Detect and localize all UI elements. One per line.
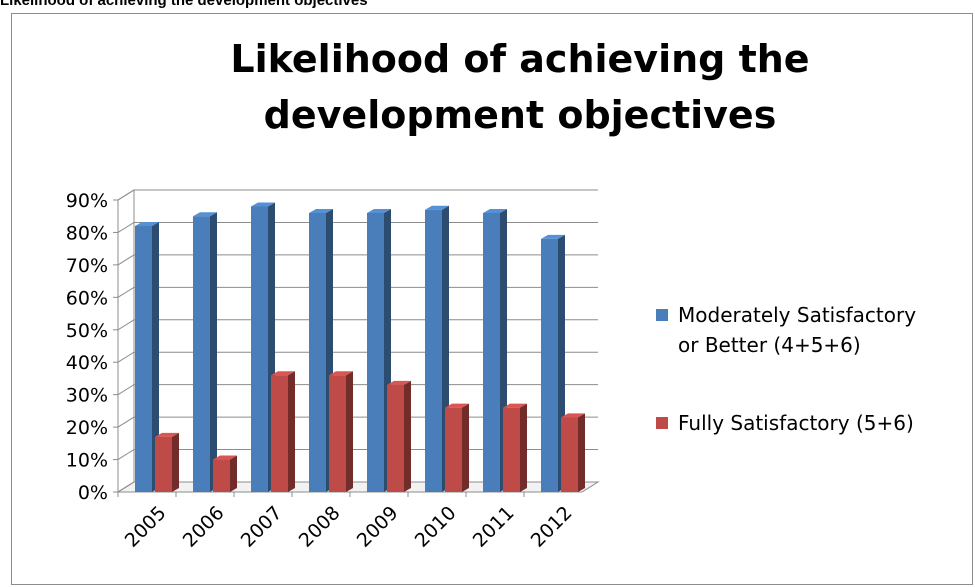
bar <box>155 432 179 492</box>
y-tick-label: 70% <box>66 255 108 277</box>
bar-front <box>271 375 288 492</box>
x-tick-label: 2011 <box>469 502 519 552</box>
bar <box>387 380 411 492</box>
bar <box>193 212 217 492</box>
side-wall <box>117 189 135 493</box>
chart-caption: Likelihood of achieving the development … <box>0 0 368 9</box>
chart-title-line-2: development objectives <box>264 93 777 137</box>
y-tick-label: 90% <box>66 190 108 212</box>
bar-top <box>367 208 391 213</box>
bar-top <box>561 413 585 418</box>
bar-front <box>445 407 462 492</box>
chart-title-line-1: Likelihood of achieving the <box>230 37 809 81</box>
x-tick-label: 2005 <box>121 502 171 552</box>
y-tick-label: 40% <box>66 352 108 374</box>
y-tick-label: 30% <box>66 385 108 407</box>
bar-top <box>329 371 353 376</box>
bar-top <box>445 403 469 408</box>
x-axis: 2005 2006 2007 2008 2009 2010 2011 2012 <box>121 502 577 552</box>
legend-swatch <box>656 309 668 321</box>
bar-front <box>387 384 404 492</box>
gridline-diagonal <box>117 222 135 233</box>
bar-top <box>503 403 527 408</box>
bar-front <box>213 459 230 492</box>
bar-top <box>541 234 565 239</box>
legend-label: Fully Satisfactory (5+6) <box>678 411 914 435</box>
bars <box>135 202 585 492</box>
bar-side <box>578 413 585 492</box>
bar <box>561 413 585 492</box>
bar-front <box>561 417 578 492</box>
x-tick-label: 2010 <box>411 502 461 552</box>
bar-top <box>155 432 179 437</box>
bar-front <box>541 238 558 492</box>
bar-top <box>193 212 217 217</box>
bar-top <box>425 205 449 210</box>
gridline-diagonal <box>117 254 135 266</box>
bar-front <box>425 209 442 492</box>
bar-top <box>213 455 237 460</box>
x-tick-label: 2009 <box>353 502 403 552</box>
y-tick-label: 80% <box>66 222 108 244</box>
chart-title: Likelihood of achieving the development … <box>230 37 809 137</box>
gridline-diagonal <box>117 319 135 331</box>
bar-side <box>172 432 179 492</box>
bar-front <box>309 212 326 492</box>
x-tick-label: 2006 <box>179 502 229 552</box>
bar-top <box>271 371 295 376</box>
bar-front <box>329 375 346 492</box>
bar-side <box>210 212 217 492</box>
y-tick-label: 0% <box>78 482 108 504</box>
gridline-diagonal <box>117 384 135 396</box>
bar-side <box>404 380 411 492</box>
x-tick-label: 2008 <box>295 502 345 552</box>
gridline-diagonal <box>117 449 135 460</box>
gridline-diagonal <box>117 286 135 298</box>
bar-front <box>135 225 152 492</box>
bar-side <box>520 403 527 492</box>
x-tick-label: 2007 <box>237 502 287 552</box>
bar <box>271 371 295 492</box>
legend-label: or Better (4+5+6) <box>678 333 861 357</box>
bar-front <box>483 212 500 492</box>
bar-top <box>387 380 411 385</box>
bar-top <box>135 221 159 226</box>
gridline-diagonal <box>117 189 135 201</box>
bar <box>135 221 159 492</box>
x-tick-label: 2012 <box>527 502 577 552</box>
bar-side <box>230 455 237 492</box>
bar-side <box>346 371 353 492</box>
bar <box>213 455 237 492</box>
y-tick-label: 20% <box>66 417 108 439</box>
bar <box>367 208 391 492</box>
bar <box>329 371 353 492</box>
bar-front <box>503 407 520 492</box>
bar-side <box>288 371 295 492</box>
gridline-diagonal <box>117 481 135 493</box>
y-tick-label: 10% <box>66 450 108 472</box>
y-tick-label: 60% <box>66 287 108 309</box>
gridline-diagonal <box>117 351 135 363</box>
bar-side <box>462 403 469 492</box>
bar-front <box>155 436 172 492</box>
bar-front <box>193 216 210 492</box>
gridline-diagonal <box>117 416 135 428</box>
legend-label: Moderately Satisfactory <box>678 303 916 327</box>
bar <box>503 403 527 492</box>
bar-top <box>251 202 275 207</box>
bar <box>309 208 333 492</box>
y-tick-label: 50% <box>66 320 108 342</box>
legend: Moderately Satisfactory or Better (4+5+6)… <box>656 303 916 435</box>
bar-front <box>367 212 384 492</box>
legend-swatch <box>656 417 668 429</box>
bar-top <box>483 208 507 213</box>
y-axis: 0% 10% 20% 30% 40% 50% 60% 70% 80% 90% <box>66 190 108 504</box>
bar <box>445 403 469 492</box>
bar-side <box>152 221 159 492</box>
bar-top <box>309 208 333 213</box>
bar-front <box>251 206 268 492</box>
